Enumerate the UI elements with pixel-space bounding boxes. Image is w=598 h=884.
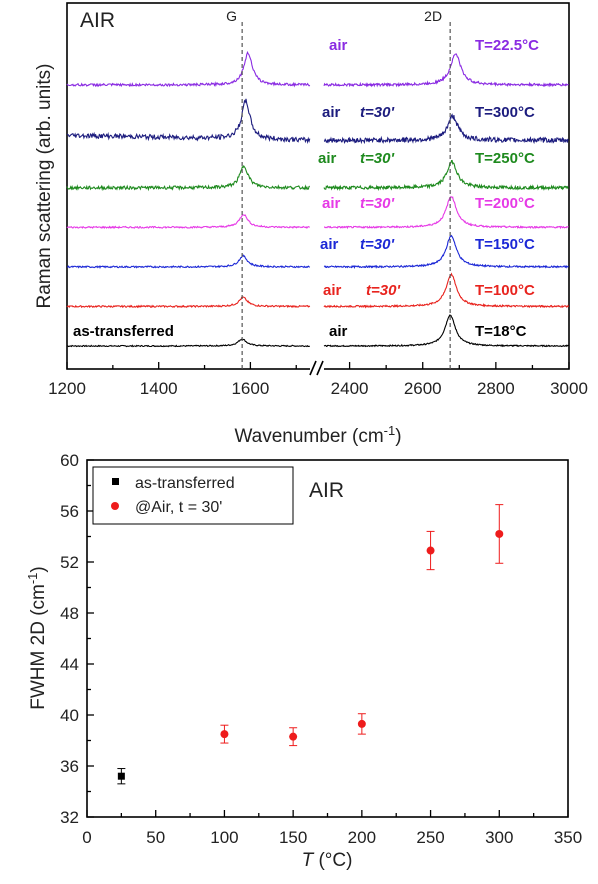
trace-label-temp-5: T=300°C: [475, 104, 535, 121]
raman-trace-labels: as-transferred air T=18°C air t=30' T=100°C ai…: [73, 37, 539, 340]
fwhm-y-tick-label-0: 32: [60, 808, 79, 827]
trace-label-time-4: t=30': [360, 150, 394, 167]
raman-x-tick-label-5: 2800: [477, 379, 515, 398]
trace-label-time-1: t=30': [366, 282, 400, 299]
fwhm-legend: as-transferred @Air, t = 30': [92, 466, 294, 525]
trace-label-temp-3: T=200°C: [475, 195, 535, 212]
legend-marker-circle: [111, 502, 119, 510]
fwhm-y-tick-label-1: 36: [60, 757, 79, 776]
trace-label-material-5: air: [322, 104, 341, 121]
fwhm-x-tick-label-1: 50: [146, 828, 165, 847]
marker-circle: [289, 732, 298, 741]
raman-title: AIR: [80, 9, 115, 32]
fwhm-x-tick-label-4: 200: [348, 828, 376, 847]
raman-trace-1-right: [323, 272, 570, 309]
fwhm-points: [117, 504, 504, 785]
raman-trace-1-left: [66, 296, 311, 309]
legend-label-as-transferred: as-transferred: [135, 475, 235, 492]
trace-label-material-2: air: [320, 236, 339, 253]
legend-label-air: @Air, t = 30': [135, 499, 222, 516]
raman-x-tick-label-6: 3000: [550, 379, 588, 398]
fwhm-x-tick-label-3: 150: [279, 828, 307, 847]
fwhm-x-tick-label-6: 300: [485, 828, 513, 847]
raman-trace-6-right: [323, 53, 569, 88]
trace-label-temp-0: T=18°C: [475, 323, 527, 340]
fwhm-x-tick-label-5: 250: [416, 828, 444, 847]
marker-circle: [357, 719, 366, 728]
raman-trace-2-left: [67, 254, 311, 270]
trace-label-temp-4: T=250°C: [475, 150, 535, 167]
trace-label-material-3: air: [322, 195, 341, 212]
trace-label-material-0: as-transferred: [73, 323, 174, 340]
raman-x-axis-label: Wavenumber (cm-1): [234, 423, 401, 447]
fwhm-point-1-2: [357, 713, 366, 735]
peak-marker-label-0: G: [226, 8, 237, 24]
marker-circle: [495, 529, 504, 538]
trace-label-time-3: t=30': [360, 195, 394, 212]
fwhm-y-tick-label-2: 40: [60, 706, 79, 725]
fwhm-point-1-4: [495, 504, 504, 564]
raman-trace-0-left: [66, 338, 310, 348]
raman-peak-markers: G 2D: [226, 8, 451, 369]
fwhm-y-tick-label-3: 44: [60, 655, 79, 674]
raman-trace-6-left: [66, 50, 311, 88]
fwhm-title: AIR: [309, 479, 344, 502]
trace-label-material-6: air: [329, 37, 348, 54]
raman-spectra-chart: 1200 1400 1600 2400 2600 2800 3000 G 2D as-tran…: [34, 2, 588, 447]
raman-y-axis-label: Raman scattering (arb. units): [34, 64, 55, 309]
raman-trace-0-right: [323, 314, 569, 348]
fwhm-y-tick-label-7: 60: [60, 451, 79, 470]
trace-label-temp-1: T=100°C: [475, 282, 535, 299]
trace-label-time-2: t=30': [360, 236, 394, 253]
trace-label-temp-6: T=22.5°C: [475, 37, 539, 54]
raman-trace-3-right: [324, 196, 569, 230]
fwhm-point-0-0: [117, 768, 126, 785]
trace-label-material-4: air: [318, 150, 337, 167]
trace-label-temp-2: T=150°C: [475, 236, 535, 253]
peak-marker-label-1: 2D: [424, 8, 442, 24]
raman-x-tick-label-0: 1200: [48, 379, 86, 398]
marker-square: [117, 772, 125, 780]
legend-marker-square: [112, 478, 119, 485]
trace-label-material-1: air: [323, 282, 342, 299]
fwhm-y-axis-label: FWHM 2D (cm-1): [25, 566, 49, 709]
axis-break-mark-right: [316, 360, 324, 376]
raman-x-tick-label-3: 2400: [331, 379, 369, 398]
marker-circle: [426, 546, 435, 555]
trace-label-env-0: air: [329, 323, 348, 340]
fwhm-point-1-0: [220, 724, 229, 744]
legend-box: [92, 466, 294, 525]
raman-trace-5-left: [66, 98, 311, 145]
fwhm-x-tick-label-0: 0: [82, 828, 91, 847]
fwhm-ticks: 0 50 100 150 200 250 300 350 32 36 40 44 48 52 56 60: [60, 451, 582, 847]
fwhm-y-tick-label-4: 48: [60, 604, 79, 623]
raman-trace-2-right: [323, 234, 569, 269]
raman-traces: [66, 50, 570, 348]
raman-x-tick-label-1: 1400: [140, 379, 178, 398]
fwhm-x-axis-label: T (°C): [302, 850, 353, 871]
raman-x-ticks: 1200 1400 1600 2400 2600 2800 3000: [48, 362, 588, 398]
raman-trace-4-left: [66, 164, 310, 192]
fwhm-y-tick-label-5: 52: [60, 553, 79, 572]
fwhm-point-1-1: [289, 727, 298, 747]
raman-trace-4-right: [323, 159, 569, 192]
fwhm-y-tick-label-6: 56: [60, 502, 79, 521]
raman-x-tick-label-4: 2600: [404, 379, 442, 398]
raman-trace-5-right: [323, 113, 569, 145]
raman-x-tick-label-2: 1600: [231, 379, 269, 398]
fwhm-point-1-3: [426, 530, 435, 571]
fwhm-chart: 0 50 100 150 200 250 300 350 32 36 40 44 48 52 56 60 AI…: [25, 451, 582, 871]
trace-label-time-5: t=30': [360, 104, 394, 121]
fwhm-x-tick-label-7: 350: [554, 828, 582, 847]
raman-trace-3-left: [66, 214, 311, 229]
axis-break-mark-left: [309, 360, 317, 376]
marker-circle: [220, 730, 229, 739]
fwhm-x-tick-label-2: 100: [210, 828, 238, 847]
